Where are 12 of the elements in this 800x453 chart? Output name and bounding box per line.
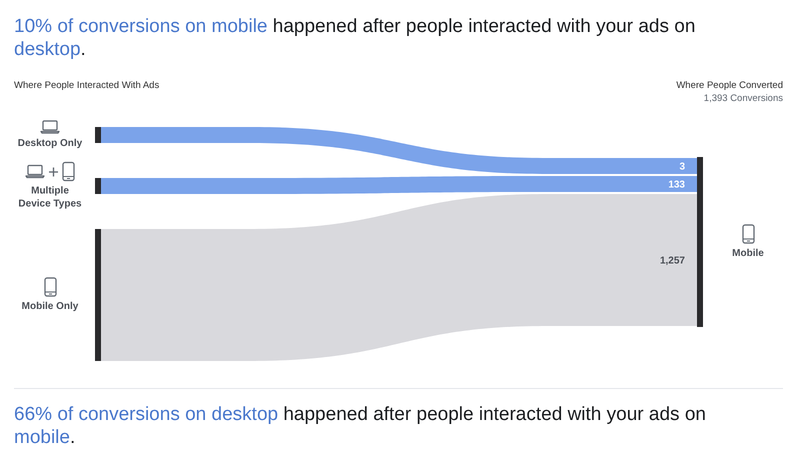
text: 1,393 Conversions xyxy=(704,93,783,104)
data-label: 1,257 xyxy=(660,255,686,266)
chart-title: 10% of conversions on mobile happened after people interacted with your ads on desktop. xyxy=(14,16,696,60)
data-label: 133 xyxy=(668,180,686,190)
category-label: Mobile Only xyxy=(20,300,80,313)
category-label: Desktop Only xyxy=(16,137,84,150)
data-label: 3 xyxy=(679,162,686,172)
category-label: Multiple Device Types xyxy=(17,184,83,210)
text: Where People Converted xyxy=(676,80,783,91)
text: Where People Interacted With Ads xyxy=(14,80,160,91)
text: 66% of conversions on desktop happened after people interacted with your ads on mobile. xyxy=(14,404,706,448)
text: Mobile xyxy=(731,246,765,260)
